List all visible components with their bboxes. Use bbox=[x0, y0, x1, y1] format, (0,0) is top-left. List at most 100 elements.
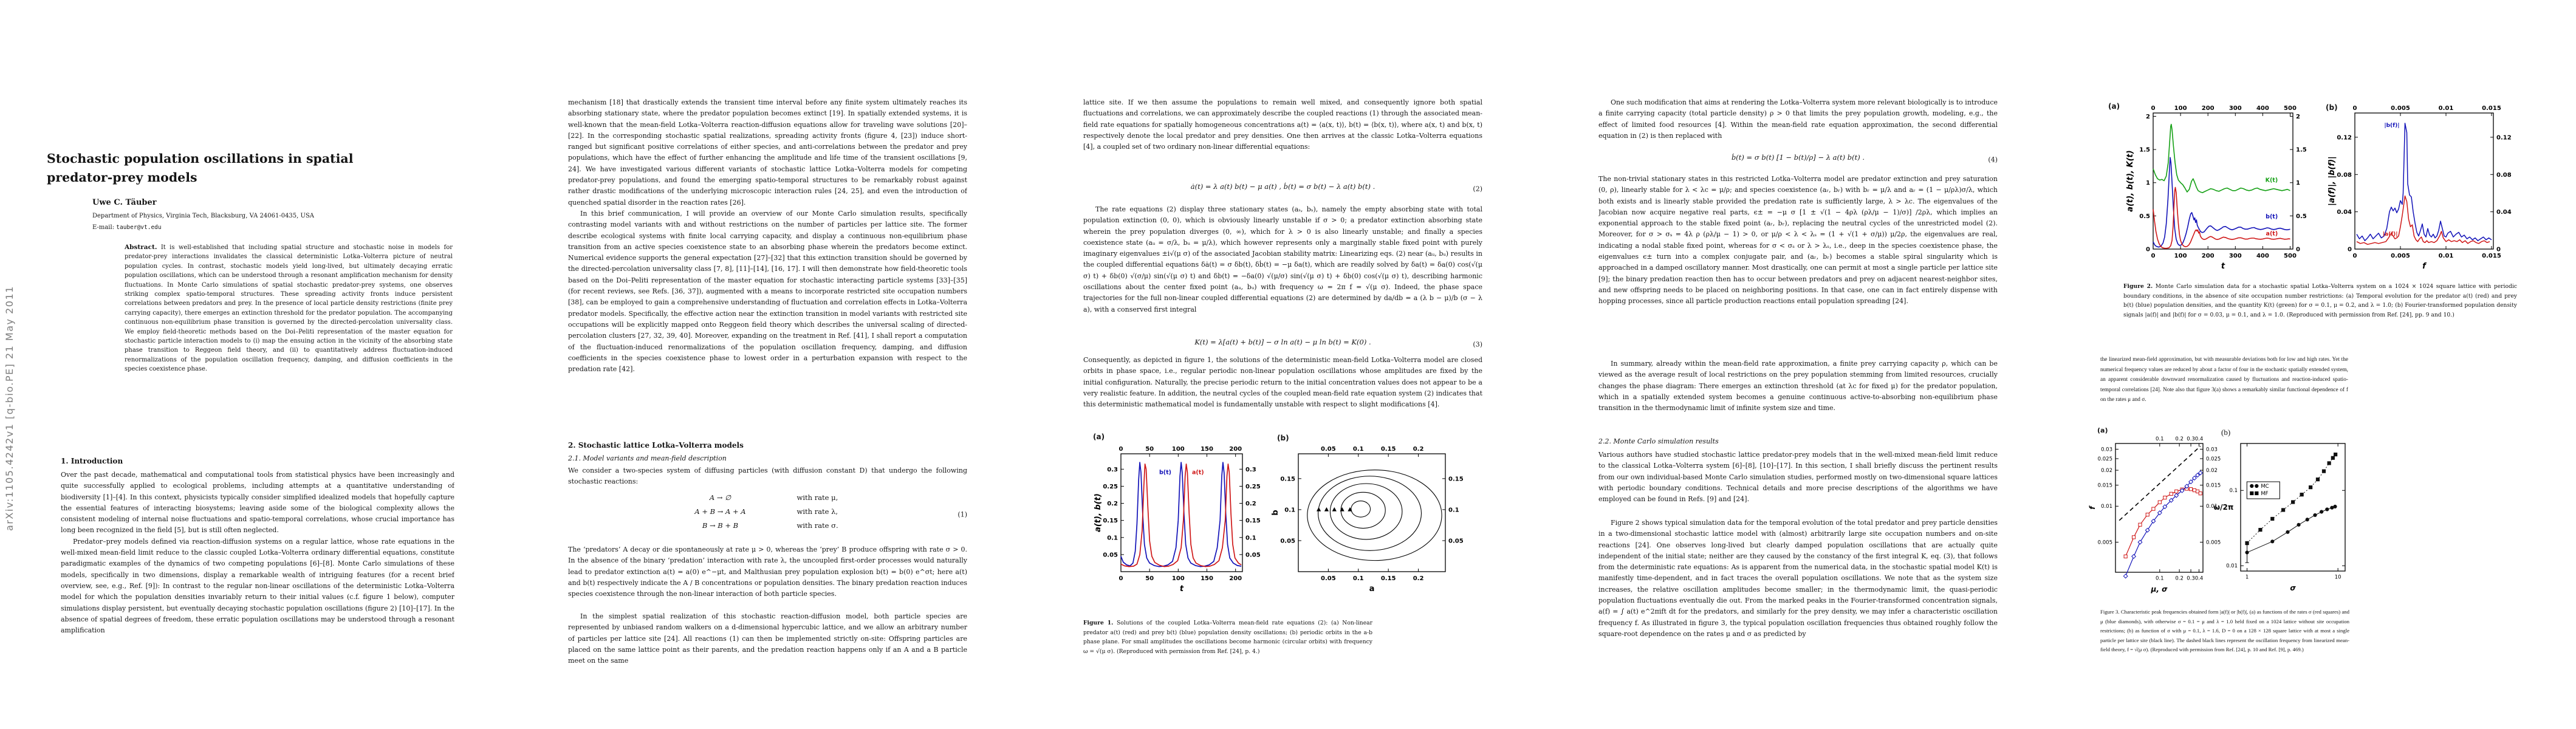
svg-text:MF: MF bbox=[2261, 491, 2268, 497]
svg-text:0.08: 0.08 bbox=[2337, 172, 2352, 179]
paragraph: Over the past decade, mathematical and c… bbox=[61, 471, 454, 535]
equation-1: A → ∅ with rate μ, A + B → A + A with ra… bbox=[568, 491, 967, 538]
svg-text:0.005: 0.005 bbox=[2206, 539, 2221, 546]
svg-text:f: f bbox=[2088, 505, 2097, 510]
svg-text:a(t), b(t), K(t): a(t), b(t), K(t) bbox=[2126, 150, 2135, 211]
author-name: Uwe C. Täuber bbox=[92, 198, 157, 207]
svg-text:0.01: 0.01 bbox=[2101, 504, 2112, 510]
svg-text:10: 10 bbox=[2335, 575, 2341, 581]
svg-text:0.3: 0.3 bbox=[1107, 467, 1118, 473]
svg-text:0.025: 0.025 bbox=[2206, 456, 2221, 462]
svg-text:0.04: 0.04 bbox=[2496, 209, 2512, 216]
svg-text:0.12: 0.12 bbox=[2337, 134, 2352, 141]
svg-text:100: 100 bbox=[1172, 575, 1185, 582]
figure2-caption-label: Figure 2. bbox=[2123, 283, 2153, 290]
svg-text:0.01: 0.01 bbox=[2439, 253, 2454, 259]
svg-text:0.03: 0.03 bbox=[2101, 447, 2112, 453]
svg-text:0.02: 0.02 bbox=[2101, 468, 2112, 474]
paragraph: mechanism [18] that drastically extends … bbox=[568, 98, 967, 207]
figure2-panel-a-plot: 0 0 100 100 200 200 300 300 400 400 500 500 0 0 0.5 0.5… bbox=[2119, 89, 2321, 289]
svg-text:0.05: 0.05 bbox=[1321, 446, 1336, 453]
paragraph: Consequently, as depicted in figure 1, t… bbox=[1083, 356, 1482, 409]
paragraph: Figure 2 shows typical simulation data f… bbox=[1598, 519, 1998, 638]
reaction-rate: with rate σ. bbox=[796, 521, 838, 530]
arxiv-sidebar-banner: arXiv:1105.4242v1 [q-bio.PE] 21 May 2011 bbox=[4, 286, 15, 531]
paragraph: In this brief communication, I will prov… bbox=[568, 209, 967, 374]
svg-text:1: 1 bbox=[2146, 180, 2150, 187]
svg-text:100: 100 bbox=[1172, 446, 1185, 453]
svg-text:0.15: 0.15 bbox=[1381, 575, 1396, 582]
svg-text:0.4: 0.4 bbox=[2195, 436, 2204, 442]
reaction-formula: B → B + B bbox=[702, 521, 739, 530]
svg-text:0: 0 bbox=[1119, 575, 1123, 582]
svg-text:0.4: 0.4 bbox=[2195, 576, 2204, 582]
svg-text:0: 0 bbox=[2151, 105, 2156, 112]
svg-text:|b(f)|: |b(f)| bbox=[2384, 123, 2399, 129]
paragraph: Various authors have studied stochastic … bbox=[1598, 451, 1998, 504]
figure3-caption-text: Characteristic peak frequencies obtained… bbox=[2100, 609, 2349, 653]
svg-text:2: 2 bbox=[2296, 114, 2300, 120]
svg-text:0: 0 bbox=[2496, 247, 2501, 253]
paragraph: Predator–prey models defined via reactio… bbox=[61, 537, 454, 635]
figure1-caption-text: Solutions of the coupled Lotka–Volterra … bbox=[1083, 620, 1372, 655]
svg-text:0.01: 0.01 bbox=[2206, 504, 2218, 510]
paragraph: In summary, already within the mean-fiel… bbox=[1598, 360, 1998, 412]
equation-2: ȧ(t) = λ a(t) b(t) − μ a(t) , ḃ(t) = σ b… bbox=[1083, 182, 1482, 196]
svg-text:0.1: 0.1 bbox=[1448, 507, 1459, 513]
svg-text:1: 1 bbox=[2296, 180, 2300, 187]
email-label: E-mail: bbox=[92, 224, 117, 231]
svg-text:0: 0 bbox=[1119, 446, 1123, 453]
svg-text:0.1: 0.1 bbox=[2229, 488, 2238, 494]
svg-text:50: 50 bbox=[1145, 575, 1154, 582]
paragraph: The ‘predators’ A decay or die spontaneo… bbox=[568, 546, 967, 598]
svg-text:200: 200 bbox=[2202, 105, 2215, 112]
svg-text:0.3: 0.3 bbox=[2187, 576, 2195, 582]
svg-text:0.015: 0.015 bbox=[2098, 483, 2112, 489]
svg-text:1: 1 bbox=[2245, 575, 2249, 581]
reaction-row: A → ∅ with rate μ, bbox=[568, 491, 967, 505]
reaction-row: B → B + B with rate σ. bbox=[568, 519, 967, 533]
equation-body: K(t) = λ[a(t) + b(t)] − σ ln a(t) − μ ln… bbox=[1194, 338, 1371, 346]
paragraph: In the simplest spatial realization of t… bbox=[568, 612, 967, 665]
svg-text:400: 400 bbox=[2256, 253, 2269, 259]
svg-text:a: a bbox=[1369, 584, 1375, 594]
reaction-rate: with rate μ, bbox=[796, 493, 838, 502]
svg-text:0.08: 0.08 bbox=[2496, 172, 2512, 179]
svg-text:ω/2π: ω/2π bbox=[2214, 503, 2234, 512]
abstract-text: It is well-established that including sp… bbox=[125, 244, 453, 373]
svg-text:μ, σ: μ, σ bbox=[2151, 585, 2168, 594]
svg-text:t: t bbox=[1180, 584, 1184, 594]
svg-text:0.015: 0.015 bbox=[2482, 105, 2501, 112]
paragraph: The rate equations (2) display three sta… bbox=[1083, 205, 1482, 313]
reaction-formula: A + B → A + A bbox=[694, 507, 746, 516]
svg-text:0.15: 0.15 bbox=[1381, 446, 1396, 453]
introduction-text: Over the past decade, mathematical and c… bbox=[61, 470, 454, 660]
svg-text:150: 150 bbox=[1201, 446, 1213, 453]
svg-text:0.5: 0.5 bbox=[2139, 213, 2150, 220]
svg-text:0.2: 0.2 bbox=[1413, 575, 1424, 582]
affiliation: Department of Physics, Virginia Tech, Bl… bbox=[92, 213, 315, 219]
svg-text:a(t): a(t) bbox=[2266, 231, 2278, 238]
svg-text:50: 50 bbox=[1145, 446, 1154, 453]
svg-text:|a(f)|, |b(f)|: |a(f)|, |b(f)| bbox=[2328, 156, 2337, 206]
svg-text:0.015: 0.015 bbox=[2206, 483, 2221, 489]
svg-text:0.1: 0.1 bbox=[1245, 535, 1256, 541]
svg-text:0.15: 0.15 bbox=[1448, 476, 1464, 482]
svg-text:400: 400 bbox=[2256, 105, 2269, 112]
paragraph: the linearized mean-field approximation,… bbox=[2100, 357, 2348, 403]
figure3-caption-label: Figure 3. bbox=[2100, 609, 2120, 615]
reaction-rate: with rate λ, bbox=[796, 507, 838, 516]
svg-text:150: 150 bbox=[1201, 575, 1213, 582]
svg-text:b(t): b(t) bbox=[1159, 470, 1171, 476]
figure3-panel-b-plot: 1 10 0.01 0.1 σ ω/2π MC MF bbox=[2209, 419, 2360, 620]
svg-text:1.5: 1.5 bbox=[2139, 147, 2150, 154]
equation-3: K(t) = λ[a(t) + b(t)] − σ ln a(t) − μ ln… bbox=[1083, 338, 1482, 351]
svg-text:0.12: 0.12 bbox=[2496, 134, 2512, 141]
equation-body: ḃ(t) = σ b(t) [1 − b(t)/ρ] − λ a(t) b(t)… bbox=[1731, 153, 1865, 162]
svg-text:0: 0 bbox=[2353, 253, 2357, 259]
paragraph: lattice site. If we then assume the popu… bbox=[1083, 98, 1482, 151]
figure3-panel-b-label: (b) bbox=[2221, 428, 2231, 437]
figure2-caption-text: Monte Carlo simulation data for a stocha… bbox=[2123, 283, 2517, 318]
svg-text:0.04: 0.04 bbox=[2337, 209, 2352, 216]
